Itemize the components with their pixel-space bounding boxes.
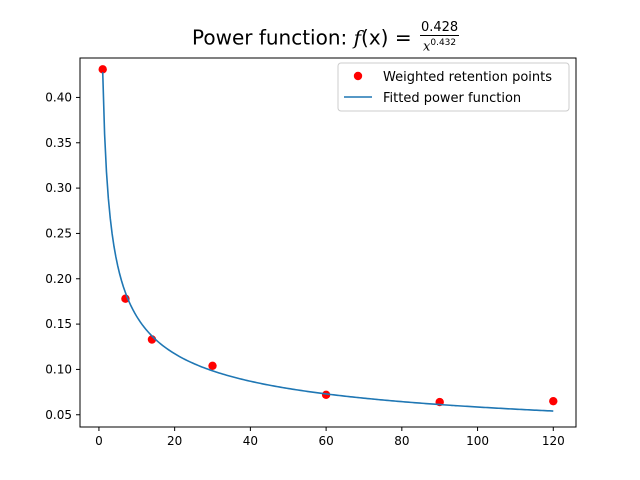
data-point [321, 390, 331, 400]
plot-area [98, 65, 558, 412]
plot-frame [79, 57, 577, 428]
x-tick-label: 100 [466, 434, 489, 448]
x-tick-label: 20 [167, 434, 182, 448]
title-fraction: 0.428 x0.432 [419, 20, 460, 54]
x-tick-label: 40 [243, 434, 258, 448]
y-tick-label: 0.10 [45, 362, 72, 376]
title-denominator: x0.432 [420, 36, 459, 54]
chart-title: Power function: f(x) = 0.428 x0.432 [0, 0, 640, 62]
legend: Weighted retention points Fitted power fu… [337, 62, 570, 112]
y-tick-label: 0.05 [45, 408, 72, 422]
x-tick-label: 120 [542, 434, 565, 448]
title-arg: (x) [361, 25, 389, 50]
legend-label-line: Fitted power function [383, 91, 521, 106]
data-point [98, 65, 107, 74]
title-equals: = [388, 25, 418, 50]
legend-label-scatter: Weighted retention points [383, 70, 552, 85]
y-tick-label: 0.25 [45, 226, 72, 240]
y-tick-label: 0.40 [45, 90, 72, 104]
axes: 0 20 40 60 80 100 120 0.05 0.10 0.15 0.20 0.25 0.30 0… [45, 57, 577, 448]
legend-marker-scatter [353, 71, 363, 81]
x-tick-label: 60 [318, 434, 333, 448]
legend-box [337, 62, 570, 112]
data-point [208, 361, 217, 371]
chart-title-text: Power function: f(x) = 0.428 x0.432 [192, 20, 460, 56]
y-tick-label: 0.15 [45, 317, 72, 331]
fitted-curve-line [101, 72, 554, 412]
title-func: f [353, 25, 362, 50]
title-denominator-base: x [423, 39, 431, 55]
x-tick-label: 0 [95, 434, 103, 448]
y-tick-label: 0.20 [45, 272, 72, 286]
x-tick-label: 80 [394, 434, 409, 448]
y-tick-label: 0.30 [45, 181, 72, 195]
y-tick-label: 0.35 [45, 136, 72, 150]
title-prefix: Power function: [192, 25, 354, 50]
data-point [549, 396, 558, 406]
title-numerator: 0.428 [419, 20, 460, 36]
title-denominator-exponent: 0.432 [430, 38, 457, 48]
